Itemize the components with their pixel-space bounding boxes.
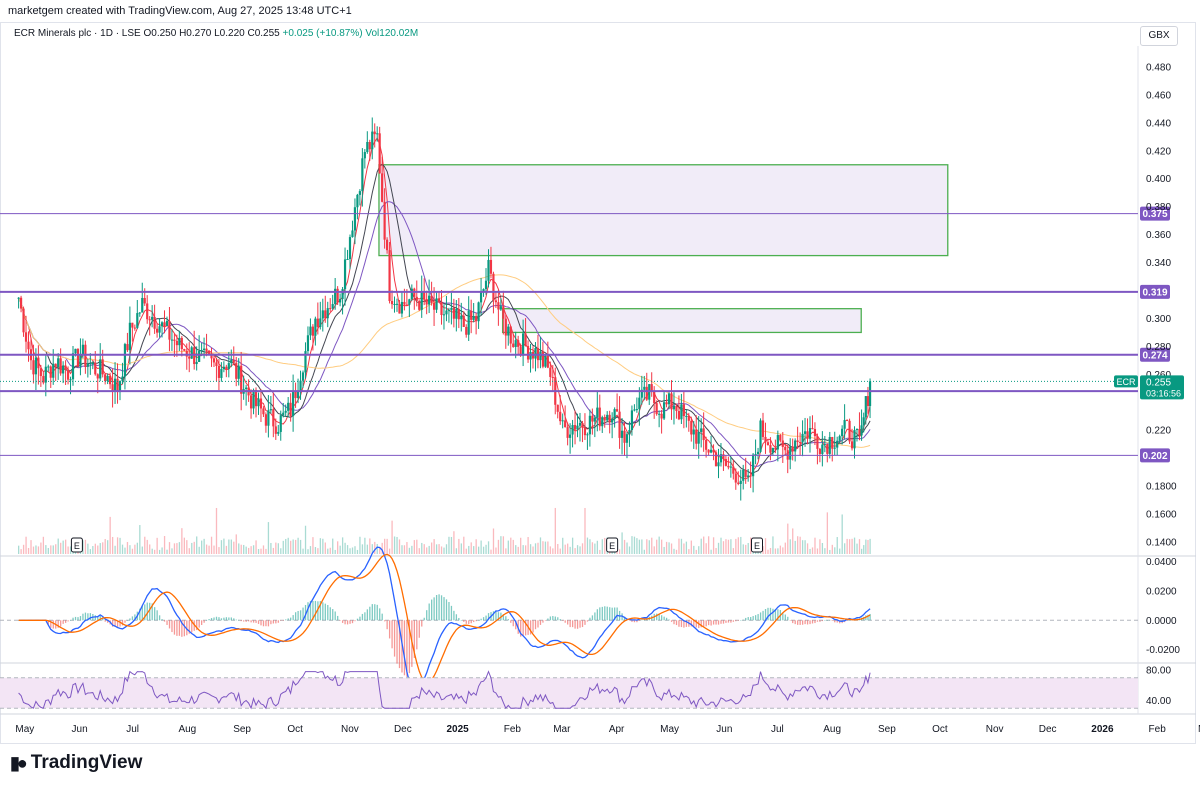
symbol-legend: ECR Minerals plc · 1D · LSE O0.250 H0.27… (14, 28, 418, 39)
tradingview-logo-text: TradingView (30, 752, 143, 773)
tradingview-logo-icon: ▮● (10, 752, 28, 773)
legend-close: C0.255 (247, 28, 280, 39)
chart-credit: marketgem created with TradingView.com, … (8, 5, 352, 17)
legend-symbol: ECR Minerals plc · 1D · LSE (14, 28, 141, 39)
chart-frame (0, 22, 1196, 744)
legend-low: L0.220 (214, 28, 245, 39)
legend-volume: Vol120.02M (365, 28, 419, 39)
currency-button[interactable]: GBX (1140, 26, 1178, 46)
legend-open: O0.250 (143, 28, 177, 39)
tradingview-logo[interactable]: ▮● TradingView (10, 752, 142, 774)
legend-high: H0.270 (179, 28, 212, 39)
legend-change: +0.025 (+10.87%) (282, 28, 363, 39)
